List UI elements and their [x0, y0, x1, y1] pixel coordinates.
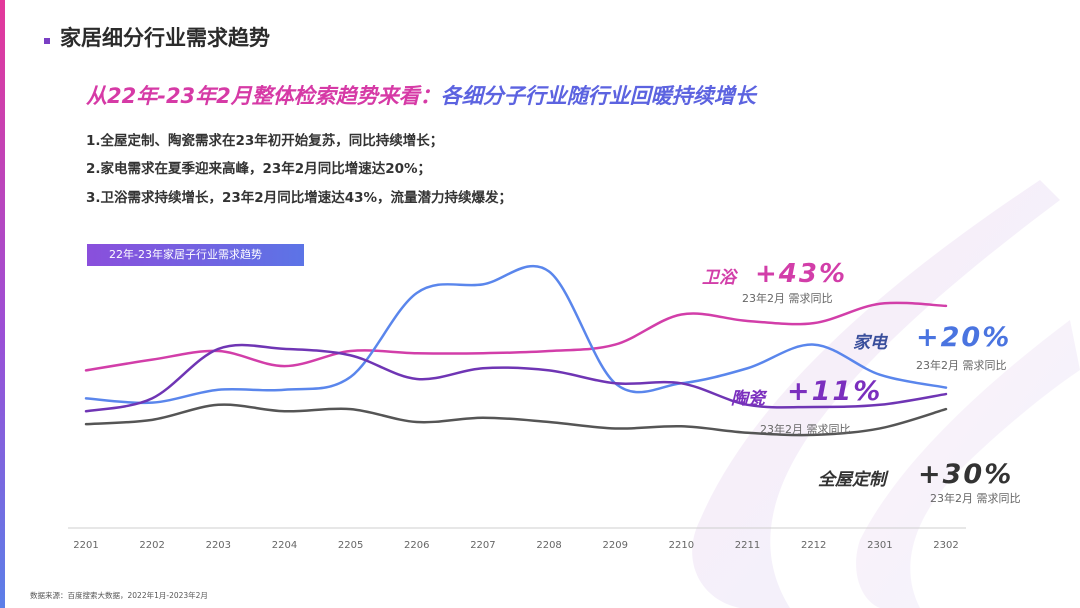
series-label-appliance: 家电 — [853, 333, 889, 353]
section-title: 家居细分行业需求趋势 — [60, 26, 270, 50]
summary-point-2: 2.家电需求在夏季迎来高峰，23年2月同比增速达20%； — [86, 161, 432, 177]
series-growth-note-custom: 23年2月 需求同比 — [930, 491, 1021, 505]
x-tick-label-2203: 2203 — [206, 540, 231, 551]
x-tick-label-2202: 2202 — [139, 540, 164, 551]
series-label-ceramic: 陶瓷 — [731, 389, 768, 409]
x-tick-label-2204: 2204 — [272, 540, 297, 551]
data-source-note: 数据来源：百度搜索大数据，2022年1月-2023年2月 — [30, 591, 208, 600]
headline-part1: 从22年-23年2月整体检索趋势来看： — [86, 84, 441, 108]
headline-part2: 各细分子行业随行业回暖持续增长 — [440, 84, 756, 108]
x-tick-label-2208: 2208 — [536, 540, 561, 551]
x-tick-label-2205: 2205 — [338, 540, 363, 551]
x-tick-label-2212: 2212 — [801, 540, 826, 551]
series-line-bath — [84, 301, 948, 372]
x-tick-label-2211: 2211 — [735, 540, 760, 551]
x-tick-label-2207: 2207 — [470, 540, 495, 551]
x-tick-label-2209: 2209 — [603, 540, 628, 551]
series-growth-note-appliance: 23年2月 需求同比 — [916, 358, 1007, 372]
section-bullet — [44, 38, 50, 44]
x-tick-label-2210: 2210 — [669, 540, 694, 551]
series-label-custom: 全屋定制 — [818, 470, 889, 490]
series-label-bath: 卫浴 — [702, 268, 739, 288]
summary-point-3: 3.卫浴需求持续增长，23年2月同比增速达43%，流量潜力持续爆发； — [86, 190, 513, 206]
x-tick-label-2201: 2201 — [73, 540, 98, 551]
headline: 从22年-23年2月整体检索趋势来看：各细分子行业随行业回暖持续增长 — [86, 80, 756, 110]
series-growth-bath: +43% — [755, 259, 847, 289]
series-growth-note-ceramic: 23年2月 需求同比 — [760, 422, 851, 436]
series-line-custom — [84, 403, 948, 437]
x-tick-label-2301: 2301 — [867, 540, 892, 551]
summary-point-1: 1.全屋定制、陶瓷需求在23年初开始复苏，同比持续增长； — [86, 133, 444, 149]
series-growth-ceramic: +11% — [787, 376, 882, 407]
series-growth-custom: +30% — [918, 459, 1013, 490]
x-tick-label-2206: 2206 — [404, 540, 429, 551]
series-growth-note-bath: 23年2月 需求同比 — [742, 291, 833, 305]
chart-legend-tag: 22年-23年家居子行业需求趋势 — [87, 244, 304, 266]
series-line-appliance — [84, 264, 948, 405]
series-growth-appliance: +20% — [916, 322, 1011, 353]
left-accent-bar — [0, 0, 5, 608]
x-tick-label-2302: 2302 — [933, 540, 958, 551]
series-line-ceramic — [84, 343, 948, 413]
